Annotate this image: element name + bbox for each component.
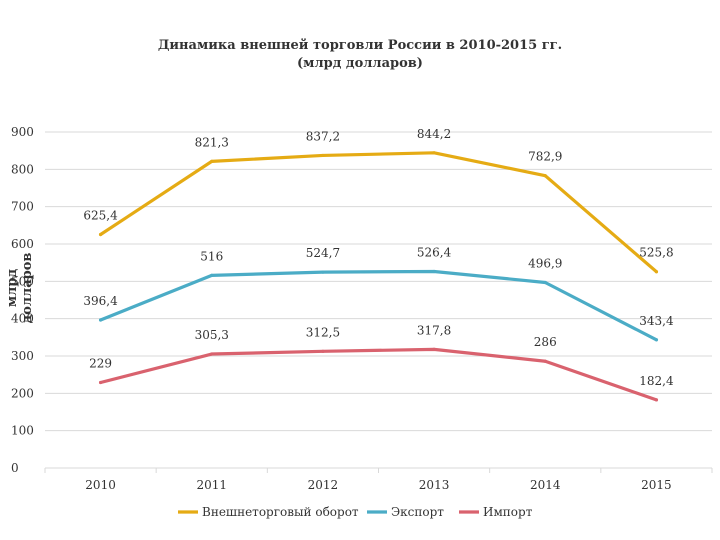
data-label: 516 xyxy=(200,249,223,263)
y-tick-label: 400 xyxy=(11,312,34,326)
x-tick-label: 2013 xyxy=(419,478,450,492)
data-label: 844,2 xyxy=(417,127,451,141)
x-tick-label: 2012 xyxy=(308,478,339,492)
data-point xyxy=(321,153,325,158)
data-label: 526,4 xyxy=(417,245,452,259)
data-point xyxy=(321,349,325,353)
data-point xyxy=(210,159,214,163)
y-tick-label: 500 xyxy=(11,274,34,288)
data-label: 496,9 xyxy=(528,256,562,270)
legend-item: Экспорт xyxy=(391,505,444,519)
data-point xyxy=(98,232,103,237)
data-label: 286 xyxy=(534,335,557,349)
x-tick-label: 2011 xyxy=(196,478,227,492)
data-point xyxy=(432,151,436,155)
y-tick-label: 300 xyxy=(11,349,34,363)
data-label: 343,4 xyxy=(639,314,674,328)
data-label: 229 xyxy=(89,357,112,371)
series-line-1 xyxy=(98,269,659,342)
y-tick-label: 800 xyxy=(11,162,34,176)
data-point xyxy=(543,174,547,178)
data-point xyxy=(654,398,659,402)
y-tick-label: 200 xyxy=(11,386,34,400)
data-point xyxy=(321,270,325,274)
data-point xyxy=(543,280,547,285)
series-line-0 xyxy=(98,151,659,274)
y-tick-label: 700 xyxy=(11,200,34,214)
legend-item: Импорт xyxy=(483,505,533,519)
x-tick-label: 2014 xyxy=(530,478,561,492)
data-point xyxy=(210,273,214,277)
data-point xyxy=(98,318,103,322)
y-tick-label: 100 xyxy=(11,424,34,438)
data-point xyxy=(210,352,214,356)
data-label: 305,3 xyxy=(195,328,229,342)
data-point xyxy=(654,270,659,274)
data-label: 821,3 xyxy=(195,135,229,149)
legend-item: Внешнеторговый оборот xyxy=(202,505,359,519)
data-point xyxy=(98,380,103,385)
data-label: 525,8 xyxy=(639,246,673,260)
data-label: 837,2 xyxy=(306,129,340,143)
data-label: 625,4 xyxy=(83,209,118,223)
data-label: 182,4 xyxy=(639,374,674,388)
data-label: 524,7 xyxy=(306,246,340,260)
data-point xyxy=(543,359,547,363)
x-tick-label: 2015 xyxy=(641,478,672,492)
data-label: 396,4 xyxy=(83,294,118,308)
chart-subtitle: (млрд долларов) xyxy=(297,56,423,71)
data-point xyxy=(654,338,659,342)
data-label: 312,5 xyxy=(306,325,340,339)
data-point xyxy=(432,269,436,274)
x-tick-label: 2010 xyxy=(85,478,116,492)
data-label: 782,9 xyxy=(528,150,562,164)
data-point xyxy=(432,347,436,351)
chart-title: Динамика внешней торговли России в 2010-… xyxy=(157,38,563,53)
data-label: 317,8 xyxy=(417,323,451,337)
y-tick-label: 600 xyxy=(11,237,34,251)
y-tick-label: 900 xyxy=(11,125,34,139)
y-tick-label: 0 xyxy=(11,461,19,475)
series-line-2 xyxy=(98,347,659,402)
